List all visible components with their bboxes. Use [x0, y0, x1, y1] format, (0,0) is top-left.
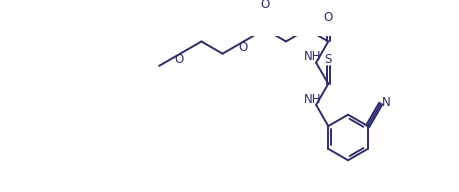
- Text: NH: NH: [303, 50, 321, 63]
- Text: O: O: [260, 0, 269, 11]
- Text: S: S: [324, 53, 331, 66]
- Text: N: N: [381, 96, 390, 109]
- Text: O: O: [174, 53, 184, 66]
- Text: O: O: [323, 11, 332, 24]
- Text: NH: NH: [303, 93, 321, 106]
- Text: O: O: [238, 41, 247, 54]
